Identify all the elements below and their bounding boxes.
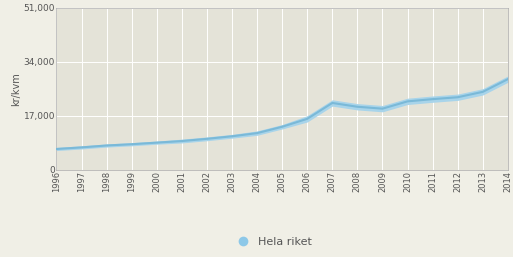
Legend: Hela riket: Hela riket xyxy=(228,233,316,251)
Y-axis label: kr/kvm: kr/kvm xyxy=(11,72,21,106)
